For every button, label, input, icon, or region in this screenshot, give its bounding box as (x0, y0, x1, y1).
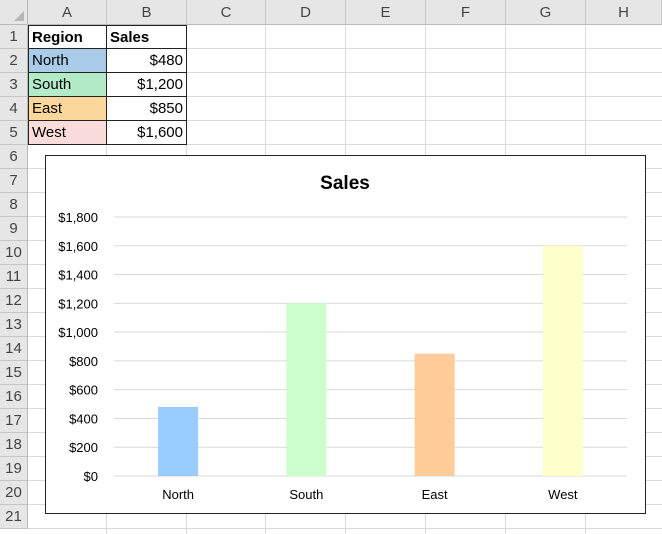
row-header-14[interactable]: 14 (0, 337, 28, 361)
y-tick-label: $1,600 (58, 239, 98, 254)
x-tick-label-north: North (162, 487, 194, 502)
cell-a5-region[interactable]: West (28, 120, 107, 145)
x-axis-tick-labels: North South East West (162, 487, 578, 502)
y-tick-label: $1,200 (58, 296, 98, 311)
gridline-horizontal (28, 72, 662, 73)
cell-a1-region-header[interactable]: Region (28, 25, 107, 49)
row-header-4[interactable]: 4 (0, 97, 28, 121)
row-header-3[interactable]: 3 (0, 73, 28, 97)
x-tick-label-south: South (289, 487, 323, 502)
row-header-5[interactable]: 5 (0, 121, 28, 145)
row-header-19[interactable]: 19 (0, 457, 28, 481)
gridline-horizontal (28, 96, 662, 97)
chart-bars (158, 245, 583, 476)
row-header-6[interactable]: 6 (0, 145, 28, 169)
row-header-7[interactable]: 7 (0, 169, 28, 193)
y-tick-label: $1,800 (58, 210, 98, 225)
column-header-g[interactable]: G (506, 0, 586, 25)
cell-a2-region[interactable]: North (28, 48, 107, 73)
row-header-10[interactable]: 10 (0, 241, 28, 265)
y-tick-label: $800 (69, 354, 98, 369)
select-all-corner[interactable] (0, 0, 28, 25)
y-tick-label: $1,000 (58, 325, 98, 340)
chart-canvas: Sales $0 $200 $400 $600 $800 $1,000 $1,200 $1,4… (58, 173, 627, 502)
column-header-f[interactable]: F (426, 0, 506, 25)
cell-b2-sales[interactable]: $480 (106, 48, 187, 73)
row-header-12[interactable]: 12 (0, 289, 28, 313)
cell-b5-sales[interactable]: $1,600 (106, 120, 187, 145)
gridline-horizontal (28, 528, 662, 529)
gridline-horizontal (28, 48, 662, 49)
row-header-2[interactable]: 2 (0, 49, 28, 73)
column-header-d[interactable]: D (266, 0, 346, 25)
cell-b3-sales[interactable]: $1,200 (106, 72, 187, 97)
row-header-11[interactable]: 11 (0, 265, 28, 289)
x-tick-label-west: West (548, 487, 578, 502)
cell-b1-sales-header[interactable]: Sales (106, 25, 187, 49)
bar-south[interactable] (286, 303, 327, 476)
column-header-a[interactable]: A (28, 0, 107, 25)
row-header-21[interactable]: 21 (0, 505, 28, 529)
row-header-13[interactable]: 13 (0, 313, 28, 337)
chart-gridlines (114, 216, 627, 477)
column-header-e[interactable]: E (346, 0, 426, 25)
gridline-horizontal (28, 144, 662, 145)
row-header-15[interactable]: 15 (0, 361, 28, 385)
chart-title[interactable]: Sales (320, 173, 370, 194)
cell-a4-region[interactable]: East (28, 96, 107, 121)
y-tick-label: $0 (84, 469, 98, 484)
column-header-c[interactable]: C (187, 0, 266, 25)
bar-west[interactable] (542, 245, 583, 476)
x-tick-label-east: East (422, 487, 448, 502)
row-header-8[interactable]: 8 (0, 193, 28, 217)
y-tick-label: $600 (69, 383, 98, 398)
gridline-horizontal (28, 120, 662, 121)
row-header-16[interactable]: 16 (0, 385, 28, 409)
row-header-18[interactable]: 18 (0, 433, 28, 457)
row-header-9[interactable]: 9 (0, 217, 28, 241)
y-tick-label: $200 (69, 440, 98, 455)
sales-bar-chart[interactable]: Sales $0 $200 $400 $600 $800 $1,000 $1,200 $1,4… (45, 155, 646, 514)
cell-b4-sales[interactable]: $850 (106, 96, 187, 121)
column-header-b[interactable]: B (107, 0, 187, 25)
bar-east[interactable] (414, 353, 455, 476)
column-header-h[interactable]: H (586, 0, 662, 25)
y-axis-tick-labels: $0 $200 $400 $600 $800 $1,000 $1,200 $1,400 $1,6… (58, 210, 98, 484)
row-header-1[interactable]: 1 (0, 25, 28, 49)
row-header-17[interactable]: 17 (0, 409, 28, 433)
cell-a3-region[interactable]: South (28, 72, 107, 97)
y-tick-label: $400 (69, 411, 98, 426)
row-header-20[interactable]: 20 (0, 481, 28, 505)
y-tick-label: $1,400 (58, 268, 98, 283)
bar-north[interactable] (158, 406, 199, 476)
